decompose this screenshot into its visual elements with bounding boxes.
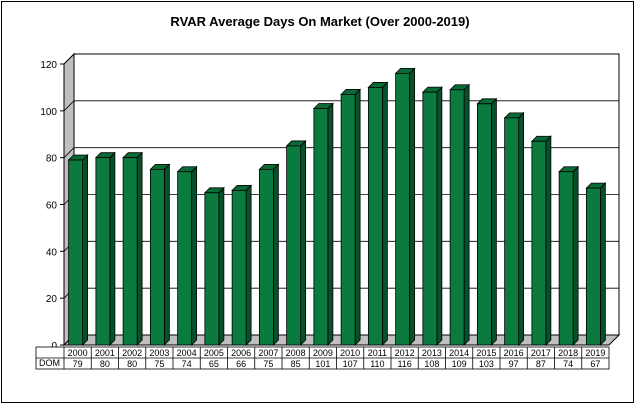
x-category-label: 2012 xyxy=(395,348,415,358)
table-value: 103 xyxy=(479,359,494,369)
table-value: 110 xyxy=(370,359,384,369)
x-category-label: 2014 xyxy=(449,348,469,358)
x-category-label: 2011 xyxy=(368,348,387,358)
table-value: 109 xyxy=(452,359,467,369)
x-category-label: 2015 xyxy=(476,348,496,358)
table-value: 75 xyxy=(154,359,164,369)
x-category-label: 2010 xyxy=(340,348,360,358)
bar-side xyxy=(599,182,606,346)
x-category-label: 2017 xyxy=(531,348,551,358)
bar-side xyxy=(300,139,307,346)
y-tick-label: 20 xyxy=(46,294,58,305)
table-value: 108 xyxy=(424,359,439,369)
table-value: 66 xyxy=(236,359,246,369)
gridline-side xyxy=(63,53,75,65)
bar xyxy=(122,157,138,346)
table-value: 75 xyxy=(263,359,273,369)
x-category-label: 2016 xyxy=(504,348,524,358)
x-category-label: 2005 xyxy=(204,348,224,358)
x-category-label: 2013 xyxy=(422,348,442,358)
bar-side xyxy=(545,135,552,346)
bar xyxy=(149,168,165,346)
gridline-side xyxy=(63,147,75,158)
table-value: 80 xyxy=(100,359,110,369)
table-value: 107 xyxy=(343,359,358,369)
gridline-side xyxy=(63,100,75,112)
bar xyxy=(313,108,329,346)
bar xyxy=(558,171,574,346)
x-category-label: 2019 xyxy=(585,348,605,358)
x-category-label: 2004 xyxy=(177,348,197,358)
bar xyxy=(177,171,193,346)
bar-side xyxy=(436,86,443,346)
x-category-label: 2007 xyxy=(258,348,278,358)
table-value: 74 xyxy=(563,359,573,369)
y-tick-label: 0 xyxy=(51,341,57,352)
x-category-label: 2006 xyxy=(231,348,251,358)
y-tick-label: 60 xyxy=(46,201,58,212)
chart-frame: RVAR Average Days On Market (Over 2000-2… xyxy=(1,1,634,403)
bar-side xyxy=(490,97,497,346)
table-value: 97 xyxy=(509,359,519,369)
bar-side xyxy=(409,67,416,346)
x-category-label: 2008 xyxy=(286,348,306,358)
bar xyxy=(504,117,520,346)
x-category-label: 2002 xyxy=(122,348,142,358)
x-category-label: 2001 xyxy=(95,348,115,358)
bar-side xyxy=(163,163,170,346)
bar xyxy=(340,94,356,346)
y-tick-label: 120 xyxy=(40,60,57,71)
bar-side xyxy=(272,163,279,346)
bar-side xyxy=(218,186,225,346)
bar-side xyxy=(109,151,116,346)
bar-side xyxy=(354,88,361,346)
table-value: 85 xyxy=(291,359,301,369)
bar-side xyxy=(136,151,143,346)
y-tick-label: 100 xyxy=(40,107,57,118)
table-value: 116 xyxy=(397,359,411,369)
x-category-label: 2009 xyxy=(313,348,333,358)
table-value: 74 xyxy=(182,359,192,369)
table-value: 80 xyxy=(127,359,137,369)
y-tick-label: 80 xyxy=(46,154,58,165)
bar xyxy=(449,89,465,346)
bar-side xyxy=(191,165,198,346)
bar xyxy=(95,157,111,346)
y-tick-label: 40 xyxy=(46,247,58,258)
bar xyxy=(231,190,247,346)
table-value: 79 xyxy=(73,359,83,369)
bar xyxy=(258,168,274,346)
bar xyxy=(531,140,547,346)
table-value: 67 xyxy=(590,359,600,369)
x-category-label: 2000 xyxy=(68,348,88,358)
bar xyxy=(476,103,492,346)
bar-side xyxy=(327,102,334,346)
x-category-label: 2018 xyxy=(558,348,578,358)
table-value: 87 xyxy=(536,359,546,369)
chart-title: RVAR Average Days On Market (Over 2000-2… xyxy=(170,14,469,29)
bar-side xyxy=(518,111,525,346)
x-category-label: 2003 xyxy=(149,348,169,358)
bar xyxy=(68,159,84,346)
bar xyxy=(422,91,438,346)
table-value: 101 xyxy=(315,359,330,369)
table-series-label: DOM xyxy=(39,358,60,368)
bar-side xyxy=(381,81,388,346)
bar-side xyxy=(245,184,252,346)
table-value: 65 xyxy=(209,359,219,369)
bar-side xyxy=(82,154,89,346)
bar-side xyxy=(572,165,579,346)
bar xyxy=(286,145,302,346)
bar xyxy=(585,187,601,346)
bar xyxy=(204,192,220,346)
bar xyxy=(367,87,383,346)
bar-side xyxy=(463,83,470,346)
bar xyxy=(395,72,411,346)
